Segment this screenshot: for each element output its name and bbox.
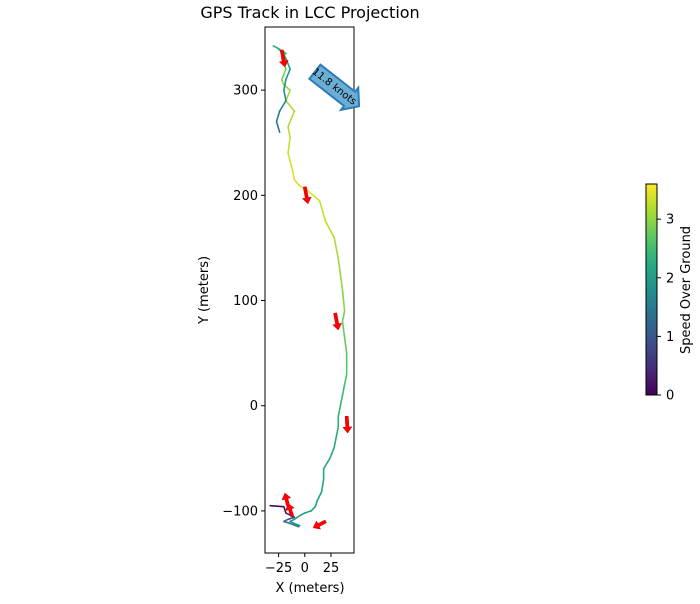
track-segment — [285, 89, 291, 102]
colorbar: 0 1 2 3 Speed Over Ground — [645, 183, 694, 404]
track-segment — [287, 152, 294, 170]
heading-arrow — [301, 186, 312, 205]
track-segment — [278, 99, 287, 112]
track-segment — [318, 199, 327, 223]
track-segment — [283, 505, 287, 514]
x-axis-label: X (meters) — [275, 581, 344, 596]
track-segment — [306, 189, 314, 197]
track-segment — [341, 310, 346, 323]
colorbar-gradient — [645, 183, 658, 396]
track-segment — [285, 68, 291, 81]
x-axis: −25 0 25 — [265, 553, 339, 576]
track-segment — [287, 126, 291, 139]
track-segment — [322, 457, 331, 470]
track-segment — [333, 236, 340, 260]
track-segment — [291, 168, 296, 181]
y-tick-label: 200 — [233, 189, 258, 204]
colorbar-label: Speed Over Ground — [679, 226, 694, 354]
track-segment — [312, 194, 321, 202]
x-tick-label: −25 — [265, 561, 292, 576]
track-segment — [303, 510, 312, 514]
track-segment — [289, 522, 300, 528]
colorbar-tick-label: 0 — [666, 389, 674, 404]
heading-arrows — [278, 49, 353, 530]
annotation-arrow-shape — [307, 63, 361, 112]
y-tick-label: −100 — [222, 504, 258, 519]
y-tick-label: 0 — [250, 399, 258, 414]
track-segment — [316, 491, 323, 502]
colorbar-ticks: 0 1 2 3 — [657, 213, 674, 404]
colorbar-tick-label: 1 — [666, 330, 674, 345]
heading-arrow — [285, 503, 295, 517]
track-segment — [333, 436, 338, 449]
track-segment — [269, 504, 285, 508]
heading-arrow — [312, 519, 327, 530]
heading-arrow — [278, 49, 289, 68]
track-segment — [341, 320, 348, 354]
y-axis: −100 0 100 200 300 — [222, 84, 265, 519]
track-segment — [343, 373, 348, 386]
track-segment — [310, 505, 317, 512]
track-segment — [293, 522, 301, 527]
track-segment — [335, 425, 340, 439]
track-segment — [280, 68, 287, 81]
track-segment — [314, 499, 319, 508]
track-segment — [283, 89, 287, 102]
track-segment — [283, 520, 291, 525]
plot-area — [264, 26, 355, 554]
track-segment — [285, 99, 296, 112]
track-segment — [329, 446, 335, 460]
track-segment — [337, 404, 342, 418]
track-segment — [341, 383, 346, 397]
track-segment — [280, 78, 285, 86]
heading-arrow — [281, 492, 292, 507]
track-segment — [339, 394, 344, 407]
track-segment — [324, 220, 335, 239]
track-segment — [337, 257, 344, 291]
track-segment — [287, 516, 296, 521]
x-tick-label: 0 — [301, 561, 309, 576]
track-segment — [293, 178, 300, 186]
track-segment — [283, 78, 287, 91]
track-segment — [320, 478, 325, 493]
heading-arrow — [332, 312, 343, 331]
track-segment — [293, 514, 302, 521]
y-tick-label: 300 — [233, 84, 258, 99]
track-segment — [341, 289, 346, 312]
colorbar-tick-label: 2 — [666, 271, 674, 286]
x-tick-label: 25 — [323, 561, 340, 576]
heading-arrow — [342, 415, 353, 434]
y-axis-label: Y (meters) — [197, 256, 212, 325]
y-tick-label: 100 — [233, 294, 258, 309]
track-segment — [287, 110, 296, 128]
plot-frame — [264, 26, 355, 554]
track-segment — [275, 120, 281, 133]
chart-title: GPS Track in LCC Projection — [200, 3, 419, 22]
colorbar-tick-label: 3 — [666, 213, 674, 228]
track-segment — [287, 136, 291, 155]
track-line — [269, 45, 348, 528]
track-segment — [275, 110, 281, 123]
